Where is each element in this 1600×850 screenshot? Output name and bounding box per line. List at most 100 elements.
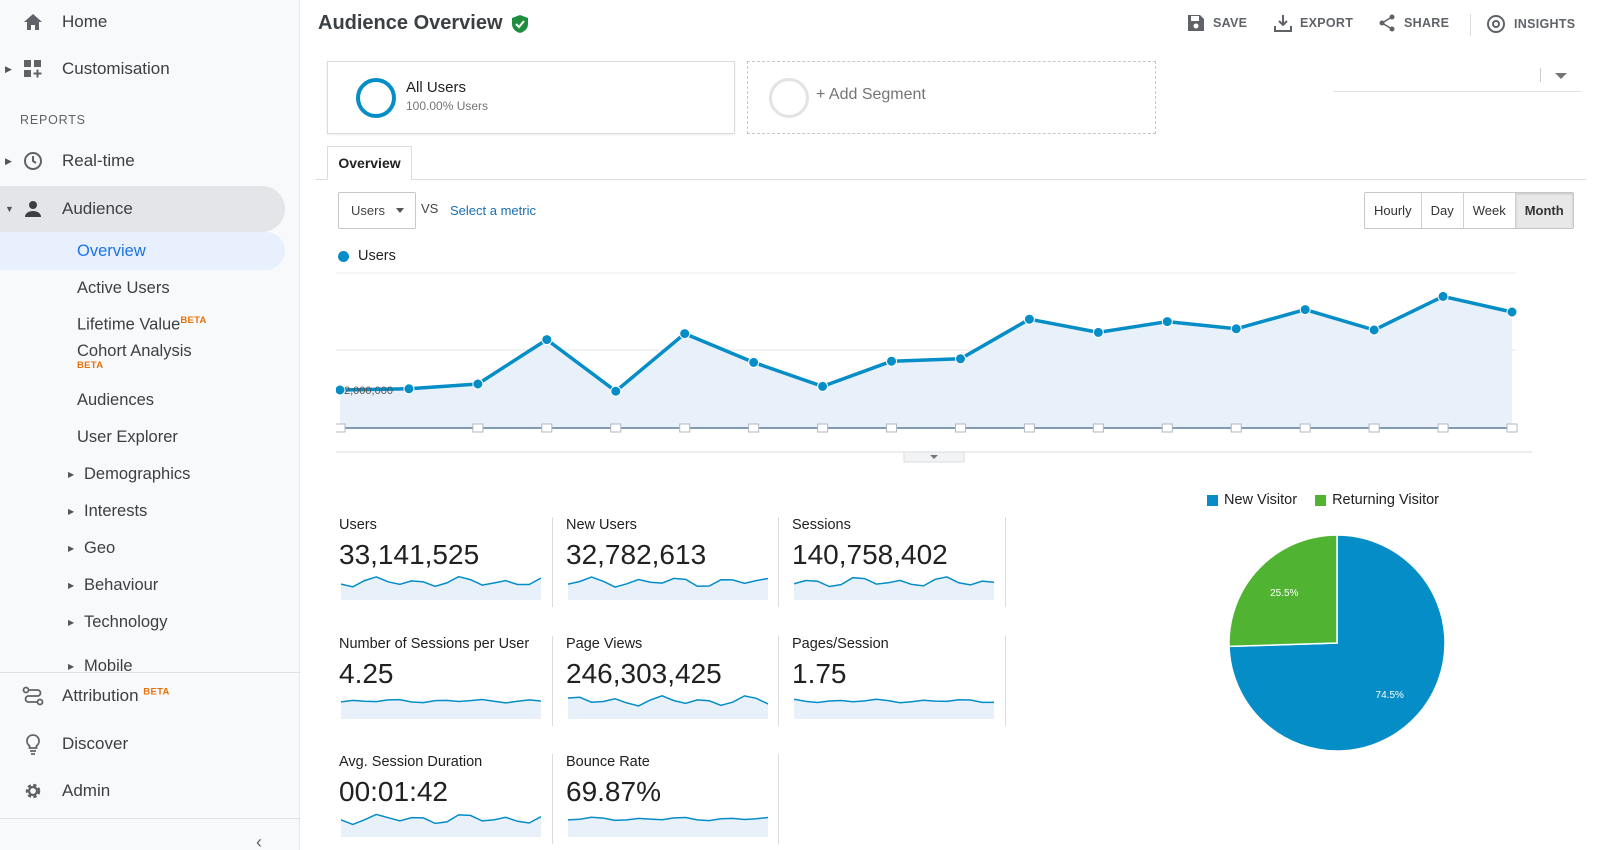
- toolbar-divider: [1470, 14, 1471, 36]
- sidebar-item-label: Technology: [84, 612, 168, 631]
- segment-all-users[interactable]: All Users 100.00% Users: [327, 61, 735, 134]
- annotation-marker-icon: [886, 423, 898, 433]
- data-point: [472, 378, 484, 390]
- granularity-hourly[interactable]: Hourly: [1365, 193, 1422, 228]
- metric-page-views[interactable]: Page Views 246,303,425: [566, 636, 784, 746]
- chart-legend: Users: [338, 248, 396, 264]
- nav-discover-label: Discover: [62, 734, 129, 753]
- overview-highlight: [0, 232, 285, 270]
- legend-dot: [338, 250, 349, 262]
- pie-slice-label: 74.5%: [1376, 690, 1404, 701]
- annotation-marker-icon: [1299, 423, 1311, 433]
- nav-discover[interactable]: Discover: [0, 724, 300, 764]
- data-point: [1161, 316, 1173, 328]
- sidebar-item-geo[interactable]: ▶ Geo: [0, 530, 285, 566]
- tab-overview[interactable]: Overview: [327, 146, 412, 180]
- expand-icon: ▶: [68, 661, 75, 671]
- sidebar-item-label: Geo: [84, 538, 116, 557]
- sparkline-line: [341, 575, 541, 588]
- granularity-week[interactable]: Week: [1464, 193, 1516, 228]
- sidebar-item-cohort-analysis[interactable]: Cohort Analysis BETA: [0, 340, 285, 380]
- data-point: [403, 383, 415, 395]
- sidebar-item-overview[interactable]: Overview: [0, 233, 285, 269]
- sidebar-item-audiences[interactable]: Audiences: [0, 382, 285, 418]
- add-segment-button[interactable]: + Add Segment: [747, 61, 1156, 134]
- sparkline: [568, 816, 768, 837]
- sidebar-item-active-users[interactable]: Active Users: [0, 270, 285, 306]
- sidebar-item-label: User Explorer: [77, 427, 178, 446]
- share-button[interactable]: SHARE: [1378, 14, 1449, 32]
- metric-select[interactable]: Users: [338, 192, 416, 229]
- annotation-marker-icon: [1230, 423, 1242, 433]
- annotation-marker-icon: [1023, 423, 1035, 433]
- data-point: [748, 356, 760, 368]
- legend-new-visitor[interactable]: New Visitor: [1207, 492, 1297, 508]
- save-button[interactable]: SAVE: [1187, 14, 1247, 32]
- save-icon: [1188, 15, 1204, 31]
- metric-avg-session-duration[interactable]: Avg. Session Duration 00:01:42: [339, 754, 557, 850]
- select-metric-link[interactable]: Select a metric: [450, 203, 536, 218]
- pie-slice-returning-visitor: [1228, 534, 1338, 648]
- metric-sessions[interactable]: Sessions 140,758,402: [792, 517, 1010, 627]
- annotation-marker-icon: [1368, 423, 1380, 433]
- metric-new-users[interactable]: New Users 32,782,613: [566, 517, 784, 627]
- annotation-marker-icon: [1161, 423, 1173, 433]
- sidebar-item-technology[interactable]: ▶ Technology: [0, 604, 285, 640]
- save-label: SAVE: [1213, 16, 1248, 30]
- sidebar-item-label: Audiences: [77, 390, 155, 409]
- metric-bounce-rate[interactable]: Bounce Rate 69.87%: [566, 754, 784, 850]
- date-range-picker[interactable]: [1333, 64, 1581, 92]
- sidebar-item-behaviour[interactable]: ▶ Behaviour: [0, 567, 285, 603]
- nav-home[interactable]: Home: [0, 2, 300, 42]
- sidebar-item-mobile[interactable]: ▶ Mobile: [0, 655, 285, 673]
- sparkline-line: [341, 698, 541, 704]
- nav-realtime-label: Real-time: [62, 151, 135, 170]
- granularity-day[interactable]: Day: [1422, 193, 1464, 228]
- granularity-month[interactable]: Month: [1515, 193, 1573, 228]
- collapse-sidebar-icon[interactable]: ‹: [256, 832, 262, 850]
- data-point: [1023, 313, 1035, 325]
- nav-admin[interactable]: Admin: [0, 771, 300, 811]
- nav-customisation-label: Customisation: [62, 59, 170, 78]
- metric-pages-per-session[interactable]: Pages/Session 1.75: [792, 636, 1010, 746]
- metric-select-value: Users: [351, 203, 385, 218]
- nav-realtime[interactable]: ▶ Real-time: [0, 141, 300, 181]
- export-button[interactable]: EXPORT: [1274, 14, 1353, 32]
- nav-attribution[interactable]: Attribution BETA: [0, 676, 300, 716]
- pie-slice-label: 25.5%: [1270, 588, 1298, 599]
- sidebar-item-demographics[interactable]: ▶ Demographics: [0, 456, 285, 492]
- nav-customisation[interactable]: ▶ Customisation: [0, 49, 300, 89]
- users-line-chart: 2,000,000: [336, 272, 1532, 463]
- insights-button[interactable]: INSIGHTS: [1486, 14, 1575, 34]
- data-point: [541, 334, 553, 346]
- sparkline: [341, 698, 541, 719]
- sparkline-line: [568, 576, 768, 588]
- sidebar-item-label: Demographics: [84, 464, 191, 483]
- sparkline-area: [794, 699, 994, 719]
- metric-value: 33,141,525: [339, 539, 480, 570]
- y-tick-label: 2,000,000: [344, 385, 393, 397]
- sparkline-area: [794, 576, 994, 600]
- reports-heading: REPORTS: [20, 113, 86, 127]
- legend-returning-visitor[interactable]: Returning Visitor: [1315, 492, 1439, 508]
- insights-icon: [1487, 15, 1505, 33]
- sidebar-item-lifetime-value[interactable]: Lifetime ValueBETA: [0, 307, 285, 343]
- tab-bar-line: [316, 179, 1586, 180]
- annotation-marker-icon: [1092, 423, 1104, 433]
- sidebar-divider: [0, 818, 300, 819]
- nav-audience[interactable]: ▼ Audience: [0, 189, 285, 229]
- sparkline: [341, 813, 541, 837]
- sidebar-item-interests[interactable]: ▶ Interests: [0, 493, 285, 529]
- metric-users[interactable]: Users 33,141,525: [339, 517, 557, 627]
- sparkline-area: [341, 814, 541, 837]
- sidebar-item-label: Overview: [77, 241, 146, 260]
- metric-value: 1.75: [792, 658, 847, 689]
- metric-divider: [552, 754, 553, 844]
- insights-label: INSIGHTS: [1514, 17, 1576, 31]
- sidebar-item-user-explorer[interactable]: User Explorer: [0, 419, 285, 455]
- segment-subtitle: 100.00% Users: [406, 99, 489, 113]
- metric-sessions-per-user[interactable]: Number of Sessions per User 4.25: [339, 636, 557, 746]
- legend-swatch: [1315, 494, 1327, 506]
- beta-badge: BETA: [77, 360, 104, 371]
- metric-name: Pages/Session: [792, 636, 889, 652]
